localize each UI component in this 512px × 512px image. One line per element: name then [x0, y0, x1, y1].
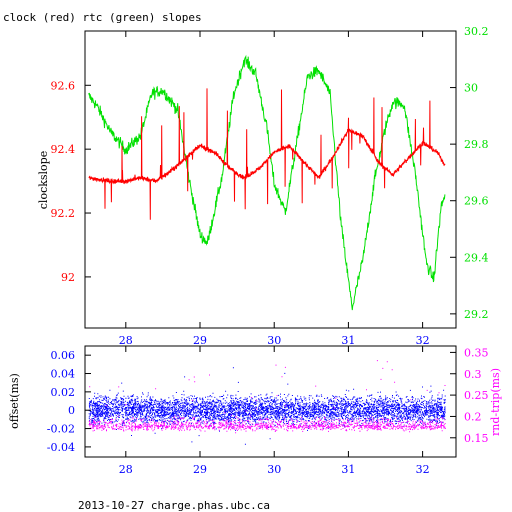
roundtrip-y-label: rnd-trip(ms) [489, 368, 502, 436]
y2-tick-label: 29.8 [464, 138, 489, 151]
y2-tick-label: 29.2 [464, 308, 489, 321]
x-tick-label: 29 [193, 463, 207, 476]
offset-x-axis: 28 29 30 31 32 [119, 346, 430, 476]
y-tick-label: -0.04 [47, 441, 75, 454]
y-tick-label: 0.04 [51, 368, 76, 381]
y-tick-label: 92 [61, 271, 75, 284]
x-tick-label: 29 [193, 334, 207, 347]
y2-tick-label: 29.6 [464, 195, 489, 208]
y-tick-label: 92.2 [51, 207, 76, 220]
y2-tick-label: 0.35 [464, 346, 489, 359]
offset-series-points [88, 367, 446, 445]
x-tick-label: 32 [416, 334, 430, 347]
y-tick-label: 0 [68, 404, 75, 417]
y-tick-label: 92.6 [51, 79, 76, 92]
x-tick-label: 31 [341, 334, 355, 347]
x-tick-label: 32 [416, 463, 430, 476]
y2-tick-label: 30.2 [464, 25, 489, 38]
footer-text: 2013-10-27 charge.phas.ubc.ca [78, 499, 270, 512]
y-tick-label: 92.4 [51, 143, 76, 156]
clock-series-line [88, 88, 446, 220]
x-tick-label: 30 [267, 334, 281, 347]
y2-tick-label: 0.15 [464, 432, 489, 445]
slopes-left-axis: 92 92.2 92.4 92.6 [51, 79, 91, 284]
slopes-right-axis: 29.2 29.4 29.6 29.8 30 30.2 [450, 25, 489, 321]
y-tick-label: -0.02 [47, 423, 75, 436]
offset-y-label: offset(ms) [8, 373, 21, 429]
x-tick-label: 28 [119, 463, 133, 476]
chart-title: clock (red) rtc (green) slopes [3, 11, 202, 24]
slopes-plot-area [88, 54, 446, 311]
roundtrip-series-points [88, 360, 446, 434]
offset-left-axis: -0.04 -0.02 0 0.02 0.04 0.06 [47, 349, 91, 454]
slopes-x-axis: 28 29 30 31 32 [119, 31, 430, 347]
offset-right-axis: 0.15 0.2 0.25 0.3 0.35 [450, 346, 489, 445]
y-tick-label: 0.06 [51, 349, 76, 362]
x-tick-label: 28 [119, 334, 133, 347]
y2-tick-label: 30 [464, 82, 478, 95]
y2-tick-label: 29.4 [464, 251, 489, 264]
slopes-y-label: clockslope [37, 151, 50, 209]
y2-tick-label: 0.3 [464, 368, 482, 381]
slopes-frame [84, 30, 457, 329]
x-tick-label: 30 [267, 463, 281, 476]
y2-tick-label: 0.2 [464, 410, 482, 423]
rtc-series-line [88, 54, 446, 311]
offset-frame [84, 345, 457, 458]
y2-tick-label: 0.25 [464, 389, 489, 402]
offset-plot-area [88, 360, 446, 445]
y-tick-label: 0.02 [51, 386, 76, 399]
x-tick-label: 31 [341, 463, 355, 476]
